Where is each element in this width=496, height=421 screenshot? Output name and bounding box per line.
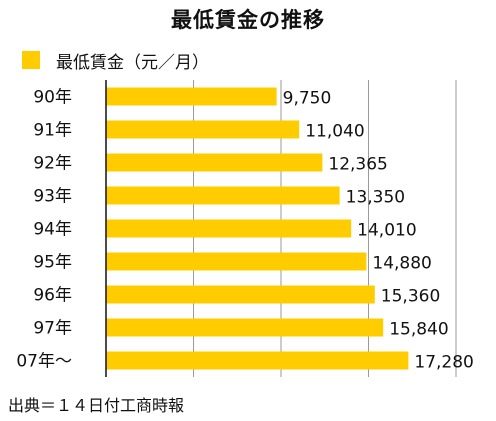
bar <box>106 120 300 139</box>
bar <box>106 219 352 238</box>
bar <box>106 252 367 271</box>
bar <box>106 87 277 106</box>
category-label: 93年 <box>33 187 72 207</box>
category-label: 95年 <box>33 253 72 273</box>
value-label: 15,360 <box>381 287 440 307</box>
category-label: 96年 <box>33 286 72 306</box>
source-note: 出典＝１４日付工商時報 <box>8 396 185 415</box>
category-label: 92年 <box>33 154 72 174</box>
value-label: 15,840 <box>389 320 448 340</box>
value-label: 14,010 <box>357 221 416 241</box>
value-label: 17,280 <box>414 353 473 373</box>
value-label: 14,880 <box>372 254 431 274</box>
value-label: 11,040 <box>305 122 364 142</box>
value-label: 13,350 <box>346 188 405 208</box>
category-label: 97年 <box>33 319 72 339</box>
bar <box>106 285 375 304</box>
bar <box>106 153 323 172</box>
category-label: 91年 <box>33 121 72 141</box>
bar <box>106 351 409 370</box>
chart-title: 最低賃金の推移 <box>171 8 325 32</box>
category-label: 07年～ <box>16 352 72 372</box>
legend-swatch <box>22 51 40 69</box>
value-label: 12,365 <box>328 155 387 175</box>
category-label: 94年 <box>33 220 72 240</box>
value-label: 9,750 <box>283 89 332 109</box>
bar <box>106 186 340 205</box>
legend-label: 最低賃金（元／月） <box>56 52 209 73</box>
legend: 最低賃金（元／月） <box>22 47 209 73</box>
category-label: 90年 <box>33 88 72 108</box>
bar <box>106 318 384 337</box>
